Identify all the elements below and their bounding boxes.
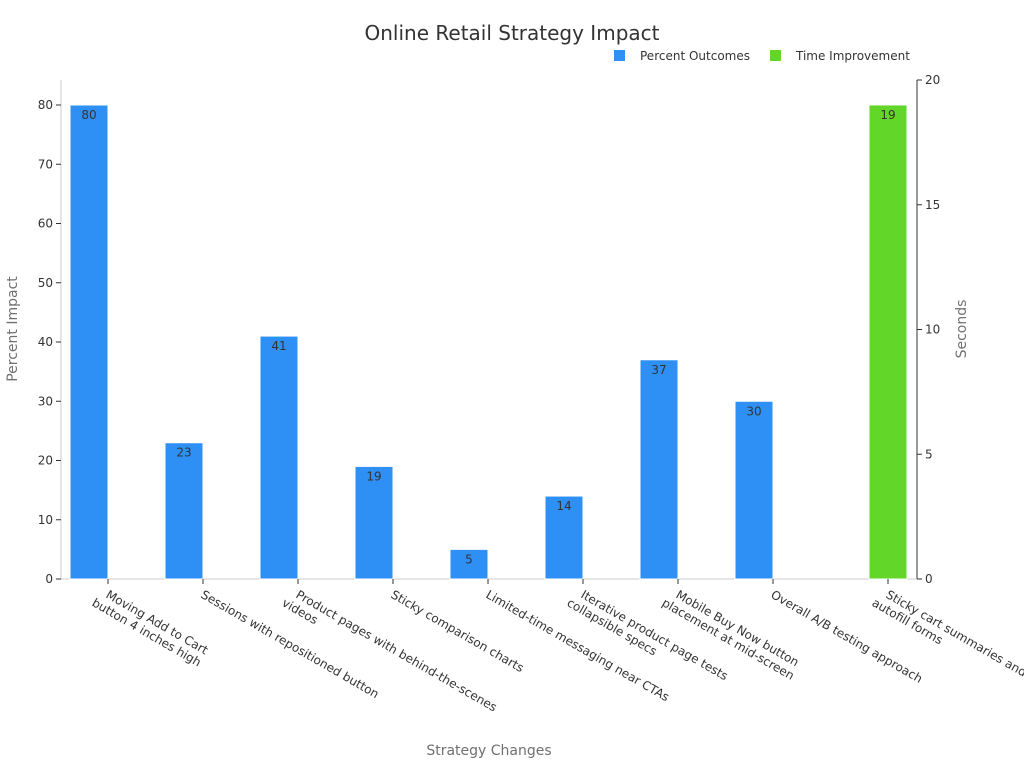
- bar: [544, 495, 584, 580]
- y-tick-label-left: 50: [38, 276, 53, 290]
- bar: [259, 335, 299, 580]
- bar-value-label: 23: [176, 446, 191, 460]
- y-axis-title-right: Seconds: [954, 300, 970, 359]
- x-ticks: Moving Add to Cartbutton 4 inches highSe…: [90, 579, 1024, 714]
- y-tick-label-left: 10: [38, 513, 53, 527]
- y-tick-label-right: 15: [925, 198, 940, 212]
- y-ticks-right: 0 5 10 15 20: [917, 73, 940, 586]
- bar-labels: 80 23 41 19 5 14 37 30 19: [81, 108, 895, 566]
- chart-title: Online Retail Strategy Impact: [365, 21, 660, 45]
- y-tick-label-right: 5: [925, 447, 933, 461]
- y-tick-label-left: 20: [38, 454, 53, 468]
- bar-value-label: 41: [271, 339, 286, 353]
- y-axis-title-left: Percent Impact: [5, 276, 21, 382]
- bar: [734, 400, 774, 580]
- legend: Percent Outcomes Time Improvement: [614, 49, 910, 63]
- bar: [449, 548, 489, 580]
- y-tick-label-left: 70: [38, 157, 53, 171]
- bar-value-label: 80: [81, 108, 96, 122]
- bar: [868, 104, 908, 580]
- bar: [639, 359, 679, 580]
- bar-value-label: 14: [556, 499, 571, 513]
- bar-value-label: 5: [465, 552, 473, 566]
- x-tick-label-line: Product pages with behind-the-scenes: [294, 587, 500, 714]
- y-tick-label-left: 80: [38, 98, 53, 112]
- x-tick-label: Moving Add to Cartbutton 4 inches high: [90, 583, 211, 669]
- y-tick-label-left: 30: [38, 394, 53, 408]
- bar-value-label: 19: [880, 108, 895, 122]
- legend-swatch-percent: [614, 50, 625, 61]
- y-tick-label-left: 60: [38, 217, 53, 231]
- bar: [354, 465, 394, 580]
- bar: [69, 104, 109, 580]
- bar-value-label: 37: [651, 363, 666, 377]
- bars: [69, 104, 908, 580]
- legend-swatch-time: [770, 50, 781, 61]
- legend-label-time: Time Improvement: [795, 49, 910, 63]
- y-ticks-left: 0 10 20 30 40 50 60 70 80: [38, 98, 61, 586]
- y-tick-label-left: 0: [45, 572, 53, 586]
- y-tick-label-right: 0: [925, 572, 933, 586]
- x-tick-label: Sticky cart summaries andautofill forms: [870, 583, 1024, 691]
- x-axis-title: Strategy Changes: [426, 743, 551, 759]
- bar-value-label: 30: [746, 404, 761, 418]
- y-tick-label-right: 20: [925, 73, 940, 87]
- legend-label-percent: Percent Outcomes: [640, 49, 750, 63]
- y-tick-label-right: 10: [925, 323, 940, 337]
- bar-value-label: 19: [366, 469, 381, 483]
- bar: [164, 442, 204, 580]
- y-tick-label-left: 40: [38, 335, 53, 349]
